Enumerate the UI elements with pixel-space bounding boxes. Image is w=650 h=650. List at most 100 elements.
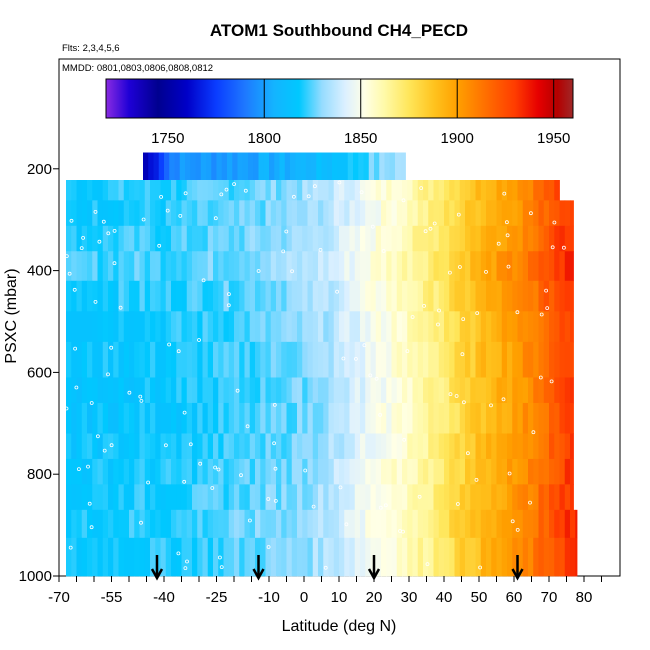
heatmap-cell <box>344 377 350 404</box>
observation-marker <box>106 372 110 377</box>
heatmap-cell <box>286 433 293 460</box>
heatmap-cell <box>150 433 156 460</box>
heatmap-cell <box>379 152 385 181</box>
heatmap-cell <box>192 377 198 404</box>
heatmap-cell <box>174 152 181 181</box>
observation-marker <box>226 292 231 297</box>
heatmap-cell <box>171 484 177 511</box>
observation-marker <box>437 308 441 313</box>
heatmap-cell <box>438 484 445 511</box>
heatmap-cell <box>239 251 245 282</box>
observation-marker <box>176 551 181 556</box>
heatmap-cell <box>113 311 119 343</box>
heatmap-cell <box>139 377 146 404</box>
heatmap-cell <box>480 377 487 404</box>
heatmap-cell <box>118 251 125 282</box>
heatmap-cell <box>381 225 387 252</box>
heatmap-cell <box>454 402 461 434</box>
heatmap-cell <box>260 433 266 460</box>
heatmap-cell <box>92 280 98 312</box>
heatmap-cell <box>396 341 403 378</box>
heatmap-cell <box>312 225 319 252</box>
heatmap-cell <box>564 280 571 312</box>
heatmap-cell <box>213 377 219 404</box>
heatmap-cell <box>496 341 503 378</box>
x-tick-label: 50 <box>471 589 488 606</box>
heatmap-cell <box>87 377 93 404</box>
heatmap-cell <box>228 225 235 252</box>
heatmap-cell <box>538 458 545 485</box>
heatmap-cell <box>207 377 214 404</box>
heatmap-cell <box>323 311 329 343</box>
heatmap-cell <box>486 200 492 227</box>
heatmap-cell <box>512 537 518 577</box>
heatmap-cell <box>475 433 482 460</box>
dates-note: MMDD: 0801,0803,0806,0808,0812 <box>62 63 213 74</box>
heatmap-cell <box>543 311 550 343</box>
heatmap-cell <box>97 402 104 434</box>
heatmap-cell <box>417 484 424 511</box>
heatmap-cell <box>507 280 513 312</box>
heatmap-cell <box>412 458 419 485</box>
heatmap-cell <box>228 433 235 460</box>
heatmap-cell <box>480 458 487 485</box>
heatmap-cell <box>76 433 83 460</box>
heatmap-cell <box>155 433 161 460</box>
heatmap-cell <box>71 180 77 201</box>
heatmap-cell <box>318 509 324 539</box>
heatmap-cell <box>237 152 244 181</box>
heatmap-cell <box>470 280 476 312</box>
heatmap-cell <box>171 200 177 227</box>
heatmap-cell <box>255 433 261 460</box>
heatmap-cell <box>202 200 209 227</box>
heatmap-cell <box>197 537 203 577</box>
heatmap-cell <box>155 180 161 201</box>
heatmap-cell <box>339 433 345 460</box>
heatmap-cell <box>323 402 329 434</box>
heatmap-cell <box>76 402 83 434</box>
heatmap-cell <box>129 484 135 511</box>
heatmap-cell <box>113 484 119 511</box>
heatmap-cell <box>223 200 230 227</box>
heatmap-cell <box>470 537 476 577</box>
heatmap-cell <box>312 433 319 460</box>
heatmap-cell <box>423 458 429 485</box>
heatmap-cell <box>108 537 114 577</box>
heatmap-cell <box>370 377 377 404</box>
observation-marker <box>201 278 206 283</box>
heatmap-cell <box>423 251 429 282</box>
heatmap-cell <box>333 200 340 227</box>
observation-marker <box>489 403 493 408</box>
heatmap-cell <box>291 280 298 312</box>
heatmap-cell <box>260 458 266 485</box>
observation-marker <box>423 229 428 234</box>
observation-marker <box>159 194 164 199</box>
heatmap-cell <box>249 402 256 434</box>
x-tick-label: -70 <box>48 589 70 606</box>
heatmap-cell <box>381 377 387 404</box>
heatmap-cell <box>333 251 340 282</box>
heatmap-cell <box>150 537 156 577</box>
heatmap-cell <box>223 180 230 201</box>
heatmap-cell <box>276 341 282 378</box>
heatmap-cell <box>386 180 392 201</box>
heatmap-cell <box>228 402 235 434</box>
heatmap-cell <box>113 251 119 282</box>
heatmap-cell <box>260 484 266 511</box>
arrow-head <box>150 568 164 581</box>
observation-marker <box>312 184 317 189</box>
heatmap-cell <box>328 484 335 511</box>
heatmap-cell <box>528 280 534 312</box>
heatmap-cell <box>66 484 72 511</box>
heatmap-cell <box>276 225 282 252</box>
heatmap-cell <box>368 152 375 181</box>
observation-marker <box>86 464 90 469</box>
heatmap-cell <box>533 402 539 434</box>
heatmap-cell <box>423 402 429 434</box>
heatmap-cell <box>339 311 345 343</box>
heatmap-cell <box>564 200 571 227</box>
heatmap-cell <box>97 537 104 577</box>
observation-marker <box>432 221 437 226</box>
heatmap-cell <box>480 484 487 511</box>
heatmap-cell <box>438 280 445 312</box>
